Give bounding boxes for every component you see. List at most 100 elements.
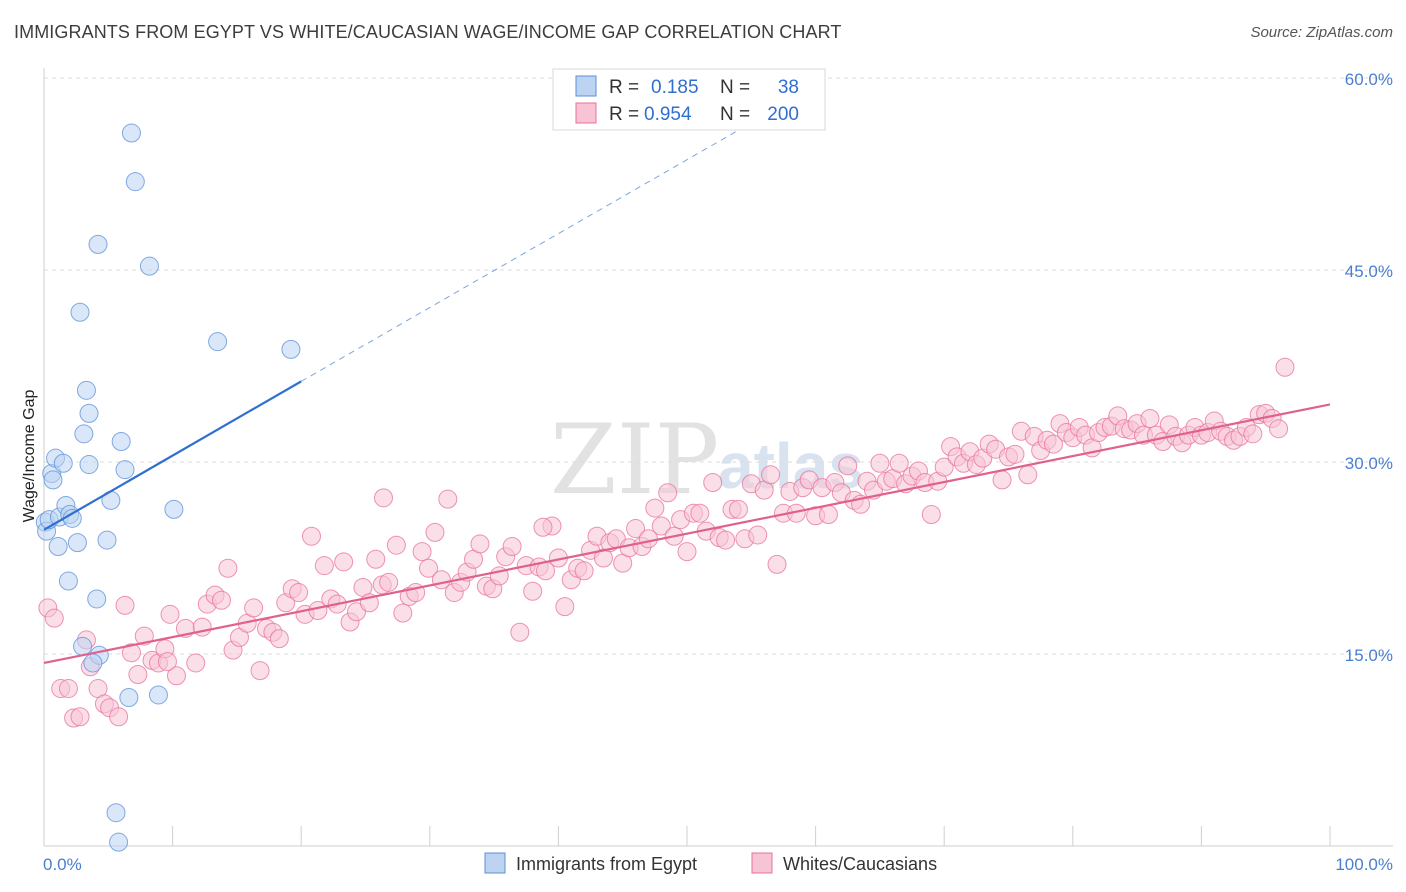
point-whites-31 xyxy=(244,598,264,618)
point-whites-131 xyxy=(889,453,909,473)
point-whites-104 xyxy=(716,530,736,550)
legend-n-value-2: 200 xyxy=(767,104,799,125)
point-whites-109 xyxy=(748,525,768,545)
point-egypt-21 xyxy=(88,234,108,254)
point-egypt-8 xyxy=(53,453,73,473)
point-egypt-14 xyxy=(70,302,90,322)
point-egypt-10 xyxy=(58,571,78,591)
point-whites-32 xyxy=(250,661,270,681)
point-whites-149 xyxy=(1005,444,1025,464)
point-whites-138 xyxy=(934,457,954,477)
point-whites-71 xyxy=(502,536,522,556)
point-egypt-33 xyxy=(148,685,168,705)
trend-lines xyxy=(43,122,1331,665)
point-egypt-23 xyxy=(97,530,117,550)
trend-egypt xyxy=(43,380,302,531)
point-whites-106 xyxy=(728,499,748,519)
point-whites-53 xyxy=(386,535,406,555)
point-whites-102 xyxy=(703,472,723,492)
point-whites-58 xyxy=(419,558,439,578)
point-whites-42 xyxy=(314,556,334,576)
y-tick-label-1: 30.0% xyxy=(1345,454,1393,473)
point-whites-190 xyxy=(1269,419,1289,439)
point-egypt-27 xyxy=(111,432,131,452)
legend-swatch-whites xyxy=(575,102,597,124)
point-whites-191 xyxy=(1275,357,1295,377)
point-whites-93 xyxy=(645,498,665,518)
legend-swatch-egypt xyxy=(575,75,597,97)
source-label: Source: ZipAtlas.com xyxy=(1250,24,1393,41)
point-egypt-28 xyxy=(115,460,135,480)
point-egypt-25 xyxy=(106,803,126,823)
point-whites-45 xyxy=(334,552,354,572)
point-whites-147 xyxy=(992,470,1012,490)
point-whites-26 xyxy=(211,590,231,610)
point-whites-111 xyxy=(761,465,781,485)
point-egypt-37 xyxy=(83,653,103,673)
point-whites-19 xyxy=(160,604,180,624)
point-whites-194 xyxy=(157,652,177,672)
point-egypt-32 xyxy=(139,256,159,276)
point-whites-72 xyxy=(510,622,530,642)
point-whites-59 xyxy=(425,522,445,542)
point-egypt-36 xyxy=(281,339,301,359)
point-whites-74 xyxy=(523,581,543,601)
axes xyxy=(43,68,1393,847)
y-tick-labels: 15.0% 30.0% 45.0% 60.0% xyxy=(1345,70,1393,665)
point-whites-186 xyxy=(1243,424,1263,444)
legend-r-value-2: 0.954 xyxy=(644,104,692,125)
trend-egypt-extension xyxy=(300,122,752,382)
point-whites-27 xyxy=(218,558,238,578)
point-whites-151 xyxy=(1018,465,1038,485)
point-whites-79 xyxy=(555,597,575,617)
stats-legend: R = 0.185 N = 38 R = 0.954 N = 200 xyxy=(552,68,826,131)
point-whites-3 xyxy=(58,679,78,699)
point-egypt-17 xyxy=(76,380,96,400)
y-tick-label-3: 60.0% xyxy=(1345,70,1393,89)
point-egypt-13 xyxy=(67,533,87,553)
point-whites-5 xyxy=(70,707,90,727)
point-whites-14 xyxy=(128,664,148,684)
y-axis-label: Wage/Income Gap xyxy=(21,390,38,523)
point-egypt-35 xyxy=(208,332,228,352)
legend-n-label-1: N = xyxy=(720,77,750,98)
x-tick-right: 100.0% xyxy=(1335,855,1393,874)
bottom-legend-label-whites: Whites/Caucasians xyxy=(783,854,937,874)
point-whites-192 xyxy=(374,488,394,508)
point-whites-35 xyxy=(269,629,289,649)
point-whites-128 xyxy=(870,453,890,473)
point-whites-13 xyxy=(121,643,141,663)
point-egypt-30 xyxy=(121,123,141,143)
point-whites-94 xyxy=(651,516,671,536)
point-whites-112 xyxy=(767,554,787,574)
point-egypt-20 xyxy=(87,589,107,609)
point-whites-22 xyxy=(186,653,206,673)
point-whites-11 xyxy=(109,707,129,727)
point-whites-40 xyxy=(301,526,321,546)
point-whites-54 xyxy=(393,603,413,623)
bottom-legend-label-egypt: Immigrants from Egypt xyxy=(516,854,697,874)
point-whites-12 xyxy=(115,595,135,615)
point-whites-120 xyxy=(818,504,838,524)
point-whites-20 xyxy=(166,666,186,686)
point-whites-95 xyxy=(658,483,678,503)
x-tick-left: 0.0% xyxy=(43,855,82,874)
chart-title: IMMIGRANTS FROM EGYPT VS WHITE/CAUCASIAN… xyxy=(14,22,842,42)
point-egypt-31 xyxy=(125,172,145,192)
point-whites-61 xyxy=(438,489,458,509)
point-egypt-6 xyxy=(48,536,68,556)
point-whites-38 xyxy=(289,583,309,603)
point-whites-82 xyxy=(574,561,594,581)
point-whites-100 xyxy=(690,503,710,523)
point-egypt-18 xyxy=(79,403,99,423)
point-egypt-16 xyxy=(74,424,94,444)
y-tick-label-0: 15.0% xyxy=(1345,646,1393,665)
point-egypt-29 xyxy=(119,688,139,708)
point-whites-193 xyxy=(533,517,553,537)
trend-whites xyxy=(43,403,1331,665)
point-whites-90 xyxy=(626,519,646,539)
point-egypt-34 xyxy=(164,499,184,519)
legend-n-value-1: 38 xyxy=(778,77,799,98)
point-whites-1 xyxy=(44,608,64,628)
legend-r-label-1: R = xyxy=(609,77,639,98)
